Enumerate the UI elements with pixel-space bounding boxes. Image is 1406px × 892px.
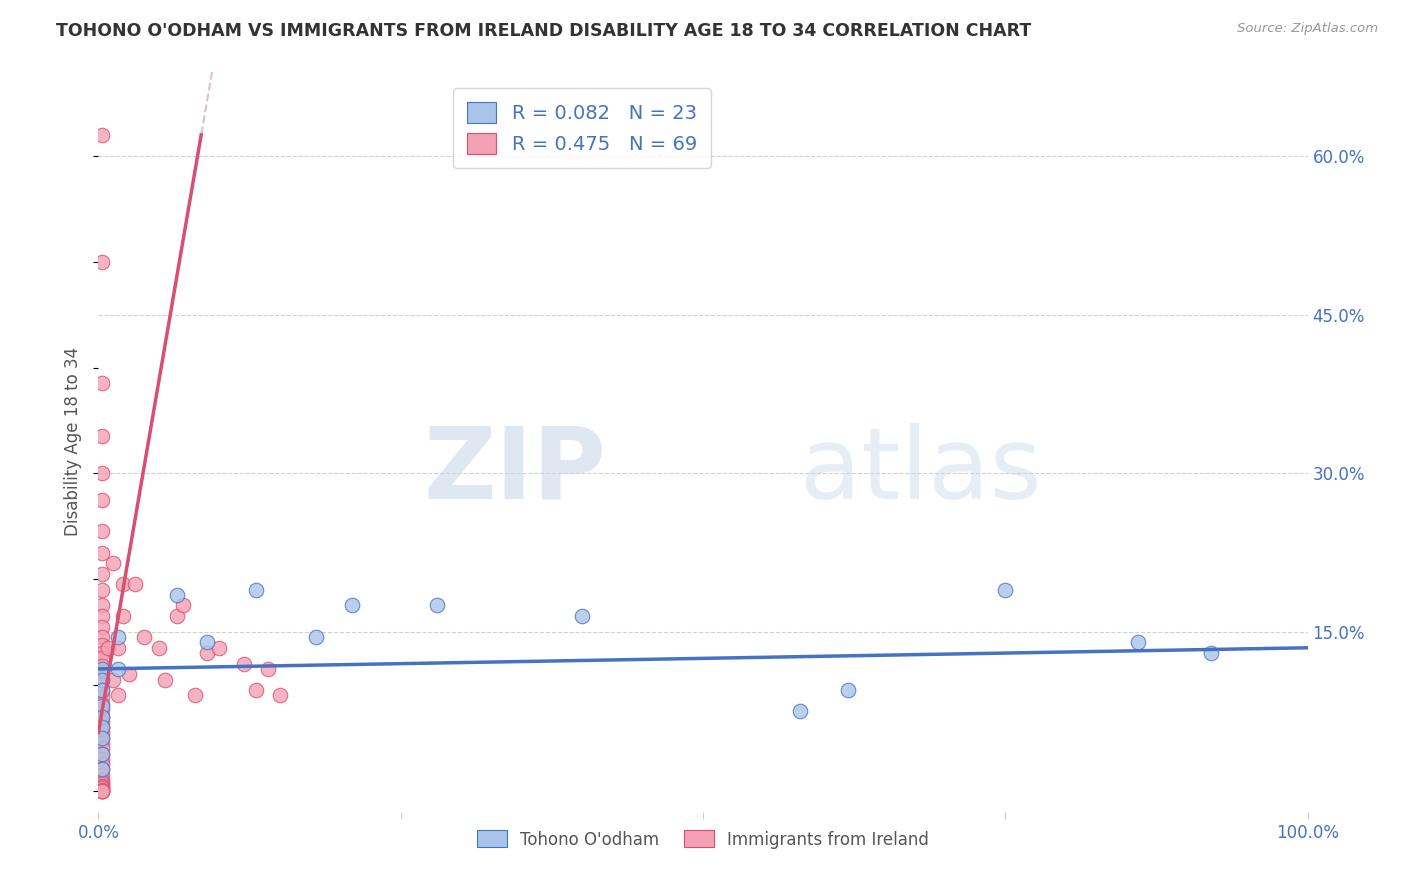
Point <box>91 638 114 652</box>
Point <box>107 662 129 676</box>
Text: atlas: atlas <box>800 423 1042 520</box>
Point <box>166 588 188 602</box>
Point <box>91 714 114 729</box>
Point <box>789 704 811 718</box>
Text: Source: ZipAtlas.com: Source: ZipAtlas.com <box>1237 22 1378 36</box>
Point <box>91 662 114 676</box>
Point <box>107 640 129 655</box>
Point <box>91 254 114 268</box>
Point <box>91 703 114 717</box>
Point <box>91 782 114 797</box>
Point <box>111 609 134 624</box>
Point <box>91 709 114 723</box>
Point <box>232 657 254 671</box>
Point <box>208 640 231 655</box>
Point <box>305 630 328 644</box>
Point <box>245 582 267 597</box>
Legend: Tohono O'odham, Immigrants from Ireland: Tohono O'odham, Immigrants from Ireland <box>470 823 936 855</box>
Point <box>184 689 207 703</box>
Point <box>1199 646 1222 660</box>
Point <box>91 709 114 723</box>
Point <box>91 492 114 507</box>
Point <box>172 599 194 613</box>
Point <box>97 640 120 655</box>
Point <box>91 697 114 711</box>
Point <box>91 725 114 739</box>
Point <box>1128 635 1150 649</box>
Point <box>91 683 114 698</box>
Point <box>91 720 114 734</box>
Point <box>91 128 114 142</box>
Point <box>91 731 114 745</box>
Point <box>91 582 114 597</box>
Point <box>91 731 114 745</box>
Y-axis label: Disability Age 18 to 34: Disability Age 18 to 34 <box>65 347 83 536</box>
Point <box>166 609 188 624</box>
Point <box>91 690 114 705</box>
Point <box>153 673 176 687</box>
Point <box>195 635 218 649</box>
Point <box>91 609 114 624</box>
Point <box>91 763 114 777</box>
Point <box>91 720 114 734</box>
Point <box>245 683 267 698</box>
Text: TOHONO O'ODHAM VS IMMIGRANTS FROM IRELAND DISABILITY AGE 18 TO 34 CORRELATION CH: TOHONO O'ODHAM VS IMMIGRANTS FROM IRELAN… <box>56 22 1032 40</box>
Point <box>91 524 114 539</box>
Point <box>91 741 114 756</box>
Point <box>342 599 364 613</box>
Point <box>91 658 114 673</box>
Point <box>91 783 114 797</box>
Point <box>91 767 114 781</box>
Point <box>571 609 593 624</box>
Point <box>91 783 114 797</box>
Text: ZIP: ZIP <box>423 423 606 520</box>
Point <box>148 640 170 655</box>
Point <box>91 777 114 791</box>
Point <box>426 599 449 613</box>
Point <box>91 757 114 772</box>
Point <box>91 429 114 443</box>
Point <box>111 577 134 591</box>
Point <box>101 556 124 570</box>
Point <box>91 684 114 698</box>
Point <box>91 763 114 777</box>
Point <box>91 376 114 391</box>
Point <box>134 630 156 644</box>
Point <box>91 747 114 761</box>
Point <box>91 678 114 692</box>
Point <box>195 646 218 660</box>
Point <box>91 780 114 794</box>
Point <box>91 772 114 787</box>
Point <box>994 582 1017 597</box>
Point <box>91 599 114 613</box>
Point <box>91 783 114 797</box>
Point <box>91 665 114 679</box>
Point <box>91 672 114 686</box>
Point <box>256 662 278 676</box>
Point <box>269 689 291 703</box>
Point <box>91 747 114 761</box>
Point <box>91 775 114 789</box>
Point <box>101 673 124 687</box>
Point <box>91 673 114 687</box>
Point <box>91 646 114 660</box>
Point <box>118 667 141 681</box>
Point <box>91 781 114 796</box>
Point <box>91 630 114 644</box>
Point <box>91 619 114 633</box>
Point <box>91 736 114 750</box>
Point <box>91 698 114 713</box>
Point <box>91 783 114 797</box>
Point <box>91 546 114 560</box>
Point <box>107 630 129 644</box>
Point <box>91 566 114 581</box>
Point <box>837 683 859 698</box>
Point <box>91 780 114 795</box>
Point <box>107 689 129 703</box>
Point <box>124 577 146 591</box>
Point <box>91 467 114 481</box>
Point <box>91 651 114 665</box>
Point <box>91 752 114 766</box>
